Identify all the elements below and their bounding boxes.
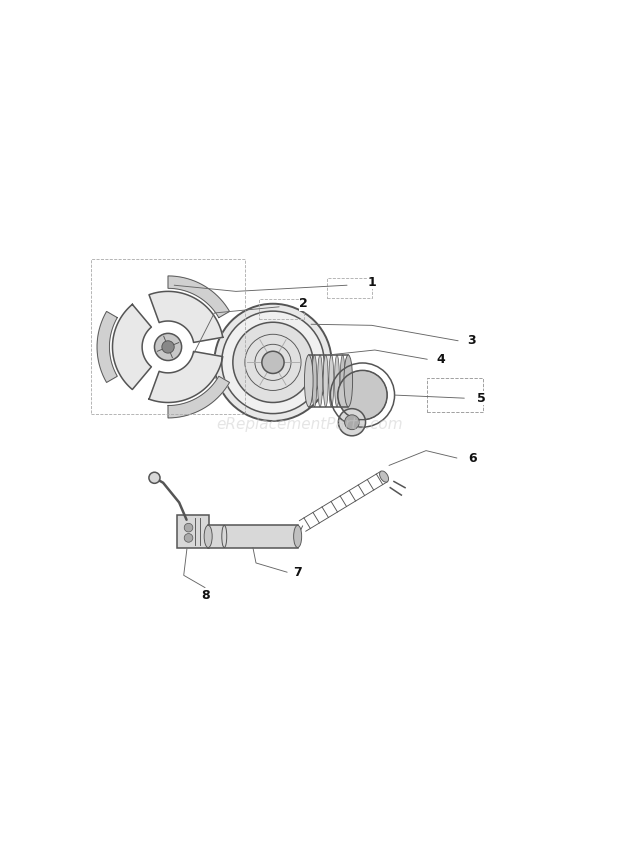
Bar xyxy=(208,525,298,547)
Bar xyxy=(309,355,348,407)
Circle shape xyxy=(149,472,160,483)
Circle shape xyxy=(262,351,284,374)
Ellipse shape xyxy=(294,525,302,547)
Text: 5: 5 xyxy=(477,392,486,405)
Text: 2: 2 xyxy=(299,297,308,310)
Circle shape xyxy=(184,534,193,542)
Ellipse shape xyxy=(340,355,345,407)
Ellipse shape xyxy=(346,355,351,407)
Text: 8: 8 xyxy=(201,589,210,601)
Bar xyxy=(327,278,372,297)
Text: eReplacementParts.com: eReplacementParts.com xyxy=(216,417,404,432)
Polygon shape xyxy=(112,304,151,390)
Ellipse shape xyxy=(304,355,313,407)
Circle shape xyxy=(345,415,360,429)
Circle shape xyxy=(348,381,377,409)
Circle shape xyxy=(341,374,384,417)
Circle shape xyxy=(339,408,366,436)
Ellipse shape xyxy=(379,471,389,482)
Text: 7: 7 xyxy=(293,566,302,578)
Ellipse shape xyxy=(323,355,328,407)
Ellipse shape xyxy=(312,355,317,407)
Circle shape xyxy=(233,322,313,402)
Text: 1: 1 xyxy=(367,275,376,289)
Text: 3: 3 xyxy=(467,334,476,347)
Circle shape xyxy=(352,384,374,406)
Polygon shape xyxy=(149,291,223,343)
Ellipse shape xyxy=(344,355,353,407)
Bar xyxy=(427,378,483,412)
Ellipse shape xyxy=(317,355,322,407)
Polygon shape xyxy=(97,312,117,382)
Ellipse shape xyxy=(306,355,311,407)
Circle shape xyxy=(345,377,380,413)
Circle shape xyxy=(184,524,193,532)
Ellipse shape xyxy=(329,355,334,407)
Polygon shape xyxy=(149,351,223,402)
Text: 4: 4 xyxy=(436,353,445,365)
Polygon shape xyxy=(168,376,229,418)
Ellipse shape xyxy=(335,355,340,407)
Circle shape xyxy=(338,370,387,420)
Polygon shape xyxy=(168,276,229,317)
Bar xyxy=(91,259,245,413)
Bar xyxy=(259,300,304,319)
Text: 6: 6 xyxy=(468,451,477,465)
Circle shape xyxy=(222,312,324,413)
Ellipse shape xyxy=(204,525,212,547)
Bar xyxy=(177,515,210,547)
Circle shape xyxy=(162,341,174,353)
Circle shape xyxy=(215,304,332,421)
Circle shape xyxy=(154,333,182,360)
